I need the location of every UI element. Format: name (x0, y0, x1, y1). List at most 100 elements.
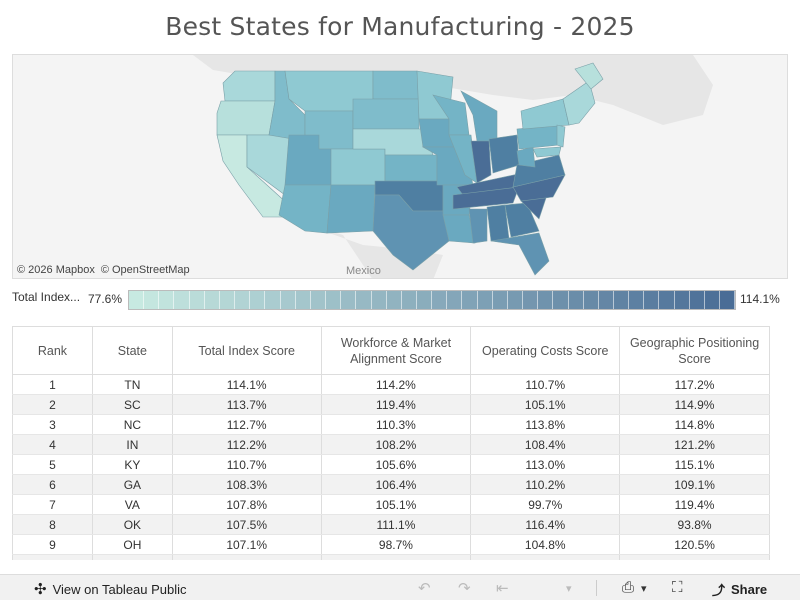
legend-swatch (462, 291, 478, 309)
cell-state: OK (91, 514, 173, 535)
cell-operating-costs: 113.0% (470, 454, 621, 475)
cell-total-index: 106.6% (171, 554, 322, 560)
fullscreen-icon[interactable]: ⛶ (672, 579, 683, 596)
cell-geographic: 121.2% (619, 434, 770, 455)
map-label-mexico: Mexico (346, 265, 381, 277)
table-row[interactable]: 8 OK 107.5% 111.1% 116.4% 93.8% (12, 514, 770, 535)
rankings-table-container[interactable]: Rank State Total Index Score Workforce &… (12, 326, 770, 560)
cell-workforce: 119.4% (320, 394, 472, 415)
state-me (574, 62, 604, 90)
header-workforce[interactable]: Workforce & Market Alignment Score (320, 326, 472, 375)
cell-total-index: 107.8% (171, 494, 322, 515)
header-total-index[interactable]: Total Index Score (171, 326, 322, 375)
legend-swatch (386, 291, 402, 309)
legend-swatch (416, 291, 433, 309)
table-row[interactable]: 1 TN 114.1% 114.2% 110.7% 117.2% (12, 374, 770, 395)
tableau-logo-icon: ✣ (34, 581, 47, 598)
tableau-toolbar: ✣ View on Tableau Public ↶ ↷ ⇤ ▾ ⎙ ▾ ⛶ ⤴… (0, 574, 800, 600)
header-geographic[interactable]: Geographic Positioning Score (619, 326, 770, 375)
cell-workforce: 114.2% (320, 374, 472, 395)
header-state[interactable]: State (91, 326, 173, 375)
view-on-tableau-link[interactable]: ✣ View on Tableau Public (34, 580, 187, 598)
map-attribution[interactable]: © 2026 Mapbox © OpenStreetMap (17, 264, 196, 276)
cell-operating-costs: 110.7% (470, 374, 621, 395)
cell-operating-costs: 116.4% (470, 514, 621, 535)
cell-rank: 3 (12, 414, 93, 435)
dashboard-title: Best States for Manufacturing - 2025 (165, 12, 635, 41)
cell-geographic: 120.5% (619, 534, 770, 555)
state-ga (504, 202, 540, 238)
color-legend: Total Index... 77.6% 114.1% (12, 290, 788, 310)
cell-state: AL (91, 554, 173, 560)
cell-total-index: 113.7% (171, 394, 322, 415)
osm-credit[interactable]: © OpenStreetMap (100, 264, 190, 276)
cell-total-index: 112.2% (171, 434, 322, 455)
mexico-land (278, 215, 443, 278)
share-icon: ⤴ (712, 583, 726, 598)
cell-rank: 7 (12, 494, 93, 515)
cell-rank: 4 (12, 434, 93, 455)
legend-title[interactable]: Total Index... (12, 290, 81, 304)
table-row[interactable]: 6 GA 108.3% 106.4% 110.2% 109.1% (12, 474, 770, 495)
cell-state: IN (91, 434, 173, 455)
table-row[interactable]: 2 SC 113.7% 119.4% 105.1% 114.9% (12, 394, 770, 415)
download-dropdown-icon[interactable]: ▾ (641, 583, 647, 595)
state-ks (384, 154, 438, 182)
cell-rank: 1 (12, 374, 93, 395)
state-nj (556, 124, 566, 148)
legend-swatch (250, 291, 266, 309)
legend-swatch (704, 291, 721, 309)
table-row[interactable]: 3 NC 112.7% 110.3% 113.8% 114.8% (12, 414, 770, 435)
cell-workforce: 110.3% (320, 414, 472, 435)
legend-swatch (644, 291, 660, 309)
legend-swatch (144, 291, 160, 309)
cell-workforce: 111.1% (320, 514, 472, 535)
cell-geographic: 117.2% (619, 374, 770, 395)
table-row[interactable]: 4 IN 112.2% 108.2% 108.4% 121.2% (12, 434, 770, 455)
share-button[interactable]: ⤴ Share (712, 580, 767, 599)
cell-total-index: 107.5% (171, 514, 322, 535)
download-icon[interactable]: ⎙ (622, 579, 635, 596)
legend-swatch (235, 291, 251, 309)
cell-geographic: 109.1% (619, 474, 770, 495)
cell-geographic: 114.8% (619, 414, 770, 435)
legend-min-value: 77.6% (88, 292, 123, 306)
us-choropleth-map[interactable]: © 2026 Mapbox © OpenStreetMap Mexico (12, 54, 788, 279)
state-wa (222, 70, 276, 102)
legend-swatch (507, 291, 524, 309)
mapbox-credit[interactable]: © 2026 Mapbox (17, 264, 95, 276)
state-oh (488, 134, 520, 174)
state-sd (352, 98, 420, 130)
cell-state: OH (91, 534, 173, 555)
cell-rank: 8 (12, 514, 93, 535)
header-operating-costs[interactable]: Operating Costs Score (470, 326, 621, 375)
table-row[interactable]: 7 VA 107.8% 105.1% 99.7% 119.4% (12, 494, 770, 515)
revert-dropdown-icon[interactable]: ▾ (566, 583, 572, 595)
legend-swatch (310, 291, 327, 309)
state-ny (520, 98, 570, 130)
cell-state: KY (91, 454, 173, 475)
legend-swatch (477, 291, 493, 309)
legend-swatch (295, 291, 311, 309)
legend-swatch (614, 291, 630, 309)
cell-workforce: 103.3% (320, 554, 472, 560)
legend-swatch (689, 291, 705, 309)
table-header-row: Rank State Total Index Score Workforce &… (12, 326, 770, 375)
undo-icon[interactable]: ↶ (418, 580, 431, 597)
legend-swatch (326, 291, 342, 309)
state-al (486, 204, 510, 242)
redo-icon[interactable]: ↷ (458, 580, 471, 597)
cell-rank: 5 (12, 454, 93, 475)
legend-swatch (219, 291, 236, 309)
cell-state: NC (91, 414, 173, 435)
cell-operating-costs: 104.2% (470, 554, 621, 560)
cell-state: GA (91, 474, 173, 495)
table-row[interactable]: 9 OH 107.1% 98.7% 104.8% 120.5% (12, 534, 770, 555)
table-row[interactable]: 5 KY 110.7% 105.6% 113.0% 115.1% (12, 454, 770, 475)
cell-state: SC (91, 394, 173, 415)
state-co (330, 148, 386, 186)
revert-icon[interactable]: ⇤ (496, 580, 509, 597)
header-rank[interactable]: Rank (12, 326, 93, 375)
cell-operating-costs: 99.7% (470, 494, 621, 515)
table-row[interactable]: 10AL106.6%103.3%104.2%106.9% (12, 554, 770, 560)
